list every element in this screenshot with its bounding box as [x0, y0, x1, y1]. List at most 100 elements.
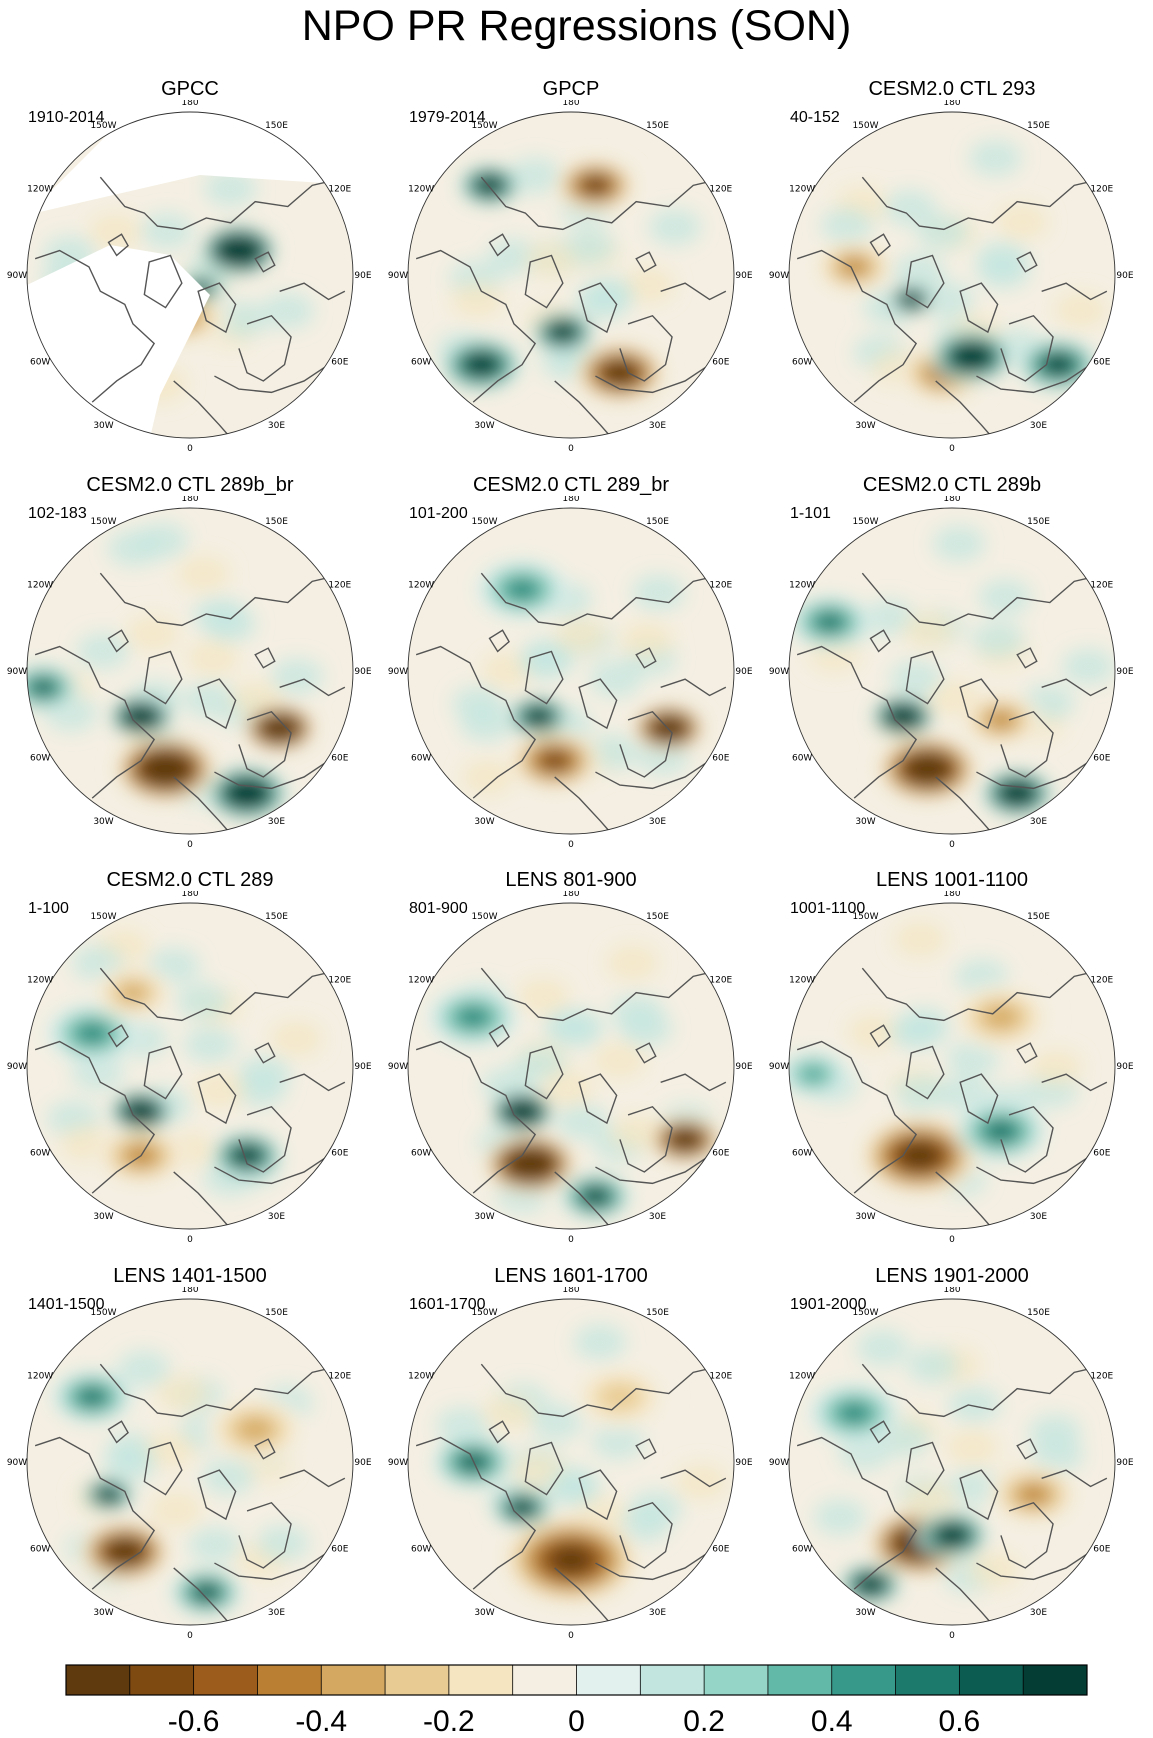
panel-years: 102-183 — [28, 505, 87, 522]
longitude-label: 120E — [709, 976, 732, 986]
coastline — [959, 1469, 999, 1521]
anomaly-contour — [984, 1006, 1018, 1028]
coastline — [480, 572, 715, 627]
coastline — [238, 314, 292, 382]
coastline — [619, 710, 673, 778]
longitude-label: 60E — [331, 1149, 348, 1159]
longitude-label: 180 — [562, 891, 579, 899]
anomaly-contour — [921, 765, 934, 773]
longitude-label: 150W — [471, 121, 497, 131]
longitude-label: 120W — [408, 581, 434, 591]
colorbar: -0.6 -0.4 -0.2 0 0.2 0.4 0.6 — [65, 1664, 1088, 1738]
longitude-label: 150E — [1027, 121, 1050, 131]
longitude-label: 60E — [1093, 1149, 1110, 1159]
longitude-label: 60E — [331, 754, 348, 764]
longitude-label: 90W — [7, 1458, 27, 1468]
anomaly-contour — [803, 1067, 823, 1081]
longitude-label: 180 — [562, 496, 579, 504]
coastline — [107, 233, 129, 257]
anomaly-patch — [890, 660, 943, 697]
panel-title: LENS 1401-1500 — [113, 1265, 267, 1287]
coastlines — [796, 1363, 1108, 1625]
anomaly-patch — [188, 1527, 241, 1564]
anomaly-patch — [847, 1014, 900, 1051]
anomaly-contour — [991, 1125, 1010, 1138]
coastline — [173, 380, 232, 438]
anomaly-patch — [946, 1040, 999, 1077]
anomaly-patch — [554, 617, 607, 654]
coastline — [279, 678, 346, 697]
coastline — [524, 1441, 564, 1496]
anomaly-patch — [461, 759, 514, 796]
longitude-label: 150E — [265, 121, 288, 131]
coastline — [99, 967, 334, 1022]
map-border — [26, 507, 354, 835]
longitude-label: 90E — [1116, 667, 1133, 677]
anomaly-patch — [541, 1069, 594, 1106]
anomaly-patch — [967, 1552, 1020, 1589]
longitude-label: 180 — [943, 100, 960, 108]
longitude-label: 30W — [474, 421, 494, 431]
coastline — [1016, 647, 1038, 669]
longitude-label: 0 — [949, 1631, 955, 1641]
anomaly-contour — [37, 683, 50, 692]
longitude-label: 150W — [90, 121, 116, 131]
anomaly-patch — [611, 994, 664, 1031]
panel-years: 1979-2014 — [409, 109, 486, 126]
anomaly-patch — [451, 281, 504, 318]
panel-title: CESM2.0 CTL 289b_br — [86, 474, 294, 496]
longitude-label: 90W — [7, 271, 27, 281]
coastline — [34, 1040, 156, 1194]
longitude-label: 60W — [411, 1545, 431, 1555]
anomaly-patch — [895, 1075, 948, 1112]
coastlines — [796, 176, 1108, 438]
colorbar-tick-label: -0.2 — [423, 1705, 475, 1738]
longitude-label: 180 — [943, 496, 960, 504]
longitude-label: 90E — [1116, 1458, 1133, 1468]
colorbar-swatch — [959, 1665, 1024, 1695]
anomaly-patch — [978, 579, 1031, 616]
anomaly-contour — [139, 715, 144, 719]
coastline — [976, 1551, 1091, 1581]
longitude-label: 90W — [769, 667, 789, 677]
longitude-label: 30W — [93, 421, 113, 431]
panel-title: CESM2.0 CTL 289 — [106, 869, 274, 891]
panel-years: 1910-2014 — [28, 109, 105, 126]
longitude-label: 60W — [792, 754, 812, 764]
longitude-label: 30W — [855, 1212, 875, 1222]
coastline — [635, 1438, 657, 1460]
longitude-label: 30E — [268, 1212, 285, 1222]
coastline — [660, 1469, 727, 1488]
anomaly-patch — [89, 213, 142, 250]
longitude-label: 60E — [712, 1149, 729, 1159]
longitude-label: 60E — [712, 358, 729, 368]
map-border — [26, 1298, 354, 1626]
map-border — [788, 111, 1116, 439]
anomaly-patch — [270, 658, 323, 695]
panel-title: LENS 801-900 — [505, 869, 637, 891]
longitude-label: 60E — [1093, 1545, 1110, 1555]
coastline — [619, 1501, 673, 1569]
anomaly-patch — [976, 241, 1029, 278]
coastline — [197, 1073, 237, 1125]
coastlines — [415, 967, 727, 1229]
coastline — [197, 1469, 237, 1521]
coastline — [1016, 251, 1038, 273]
anomaly-patch — [517, 978, 570, 1015]
anomaly-patch — [1062, 648, 1115, 685]
anomaly-patch — [177, 555, 230, 592]
coastline — [935, 1567, 994, 1625]
longitude-label: 0 — [568, 444, 574, 454]
longitude-label: 30W — [855, 1608, 875, 1618]
longitude-label: 150E — [265, 517, 288, 527]
coastline — [861, 176, 1096, 231]
colorbar-swatch — [831, 1665, 897, 1695]
longitude-label: 90W — [769, 1458, 789, 1468]
coastline — [796, 645, 918, 799]
longitude-label: 30E — [268, 817, 285, 827]
colorbar-swatch — [704, 1665, 769, 1695]
anomaly-contour — [518, 1505, 526, 1510]
longitude-label: 60W — [30, 1545, 50, 1555]
coastline — [173, 1567, 232, 1625]
coastline — [905, 1045, 945, 1100]
